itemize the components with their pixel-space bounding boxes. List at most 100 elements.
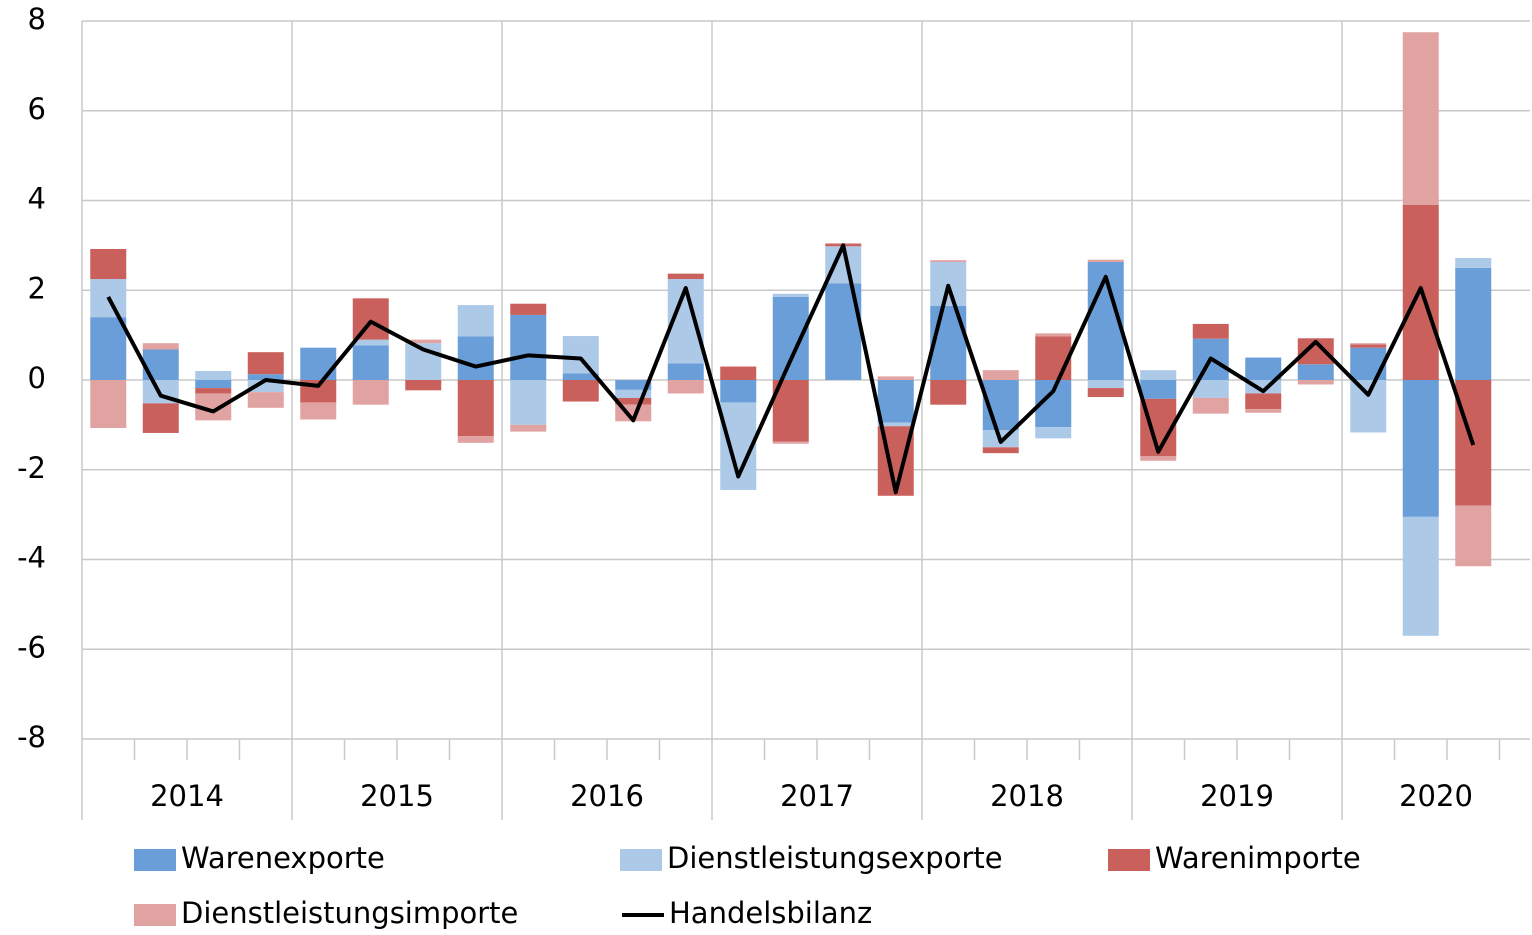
bar xyxy=(667,273,704,280)
bar xyxy=(562,373,599,380)
bar xyxy=(300,402,337,420)
bar xyxy=(1402,516,1439,636)
bar xyxy=(772,296,809,380)
bar xyxy=(247,374,284,380)
bar xyxy=(1350,343,1387,345)
bar xyxy=(667,380,704,394)
y-tick-label: -8 xyxy=(17,720,46,754)
legend-swatch xyxy=(1108,849,1150,871)
bar xyxy=(930,380,967,405)
legend-label: Warenimporte xyxy=(1155,841,1361,875)
bar xyxy=(615,397,652,405)
bar xyxy=(1455,505,1492,567)
y-tick-label: 8 xyxy=(28,2,46,36)
bar xyxy=(142,343,179,350)
legend-label: Warenexporte xyxy=(181,841,385,875)
bar xyxy=(195,380,232,389)
bar xyxy=(877,376,914,380)
bar xyxy=(90,380,127,429)
line xyxy=(106,243,1476,495)
bar xyxy=(1350,380,1387,433)
y-tick-label: 2 xyxy=(28,271,46,305)
bar xyxy=(1087,259,1124,262)
x-group-label: 2016 xyxy=(570,779,644,813)
bar xyxy=(1035,427,1072,439)
bar xyxy=(720,380,757,403)
bar xyxy=(1140,380,1177,399)
bar xyxy=(457,336,494,380)
bar xyxy=(405,380,442,391)
bar xyxy=(510,314,547,380)
bar xyxy=(1245,409,1282,413)
bar xyxy=(1350,344,1387,348)
x-group-label: 2014 xyxy=(150,779,224,813)
legend-swatch xyxy=(134,904,176,926)
y-tick-label: 0 xyxy=(28,361,46,395)
bar xyxy=(615,380,652,390)
bar xyxy=(1140,456,1177,461)
bar xyxy=(510,380,547,425)
bar xyxy=(247,392,284,408)
bar xyxy=(1350,347,1387,380)
bar xyxy=(1245,357,1282,380)
bar xyxy=(1402,380,1439,517)
bar xyxy=(877,422,914,427)
x-group-label: 2017 xyxy=(780,779,854,813)
bar xyxy=(247,352,284,375)
legend-swatch xyxy=(134,849,176,871)
bar xyxy=(352,380,389,405)
bar xyxy=(877,380,914,423)
bar xyxy=(1087,380,1124,389)
y-tick-label: -4 xyxy=(17,541,46,575)
bar xyxy=(982,370,1019,380)
y-tick-label: -6 xyxy=(17,630,46,664)
bar xyxy=(1402,32,1439,205)
bar xyxy=(772,441,809,444)
legend-label: Dienstleistungsimporte xyxy=(181,896,518,930)
bar xyxy=(720,366,757,380)
bar xyxy=(1192,380,1229,398)
bar xyxy=(352,345,389,380)
bar xyxy=(562,336,599,374)
bar xyxy=(352,298,389,340)
legend-swatch xyxy=(620,849,662,871)
bar xyxy=(352,339,389,346)
bar xyxy=(90,248,127,280)
bar xyxy=(1245,393,1282,410)
bar xyxy=(982,447,1019,454)
bar xyxy=(195,371,232,380)
x-group-label: 2015 xyxy=(360,779,434,813)
bar xyxy=(1035,333,1072,337)
bar xyxy=(510,303,547,315)
bar xyxy=(562,380,599,402)
bar xyxy=(1455,257,1492,268)
y-tick-label: 4 xyxy=(28,182,46,216)
bar xyxy=(1035,336,1072,380)
y-tick-label: -2 xyxy=(17,451,46,485)
y-tick-label: 6 xyxy=(28,92,46,126)
x-group-label: 2018 xyxy=(990,779,1064,813)
bar xyxy=(1087,388,1124,398)
bar xyxy=(1140,370,1177,380)
x-group-label: 2020 xyxy=(1399,779,1473,813)
bar xyxy=(247,380,284,393)
bar xyxy=(142,403,179,433)
bar xyxy=(1297,380,1334,385)
bar xyxy=(1455,267,1492,380)
bar xyxy=(772,293,809,297)
bar xyxy=(457,436,494,443)
bar xyxy=(510,424,547,432)
x-group-label: 2019 xyxy=(1200,779,1274,813)
bar xyxy=(615,389,652,398)
bar xyxy=(667,363,704,380)
bar xyxy=(1297,364,1334,380)
bar xyxy=(457,305,494,337)
bar xyxy=(90,317,127,380)
bar xyxy=(1192,397,1229,414)
bar xyxy=(405,339,442,344)
bar xyxy=(457,380,494,437)
legend-label: Dienstleistungsexporte xyxy=(667,841,1003,875)
legend-label: Handelsbilanz xyxy=(669,896,872,930)
